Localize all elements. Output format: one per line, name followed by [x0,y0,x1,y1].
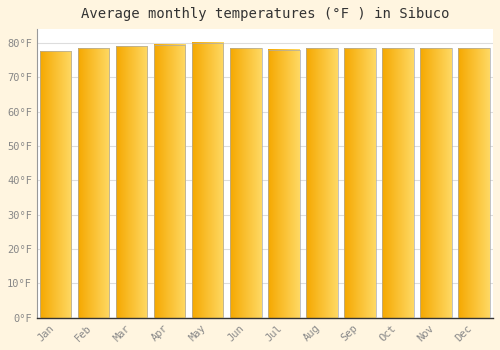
Bar [344,48,376,318]
Bar [78,48,110,318]
Bar [192,43,224,318]
Bar [420,48,452,318]
Bar [458,48,490,318]
Title: Average monthly temperatures (°F ) in Sibuco: Average monthly temperatures (°F ) in Si… [80,7,449,21]
Bar [154,44,186,318]
Bar [268,50,300,318]
Bar [306,48,338,318]
Bar [116,46,148,318]
Bar [40,51,72,318]
Bar [230,48,262,318]
Bar [382,48,414,318]
